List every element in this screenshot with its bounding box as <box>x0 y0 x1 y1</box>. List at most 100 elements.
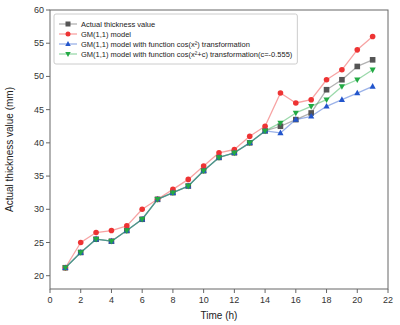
series-marker <box>247 141 253 147</box>
series-marker <box>154 197 160 203</box>
series <box>63 57 376 271</box>
series-marker <box>231 151 237 157</box>
x-tick <box>50 289 51 293</box>
y-tick <box>46 242 50 243</box>
legend-label: GM(1,1) model <box>81 30 131 39</box>
series-marker <box>185 184 191 190</box>
x-tick <box>142 289 143 293</box>
y-tick-label: 50 <box>34 71 44 81</box>
y-tick-label: 20 <box>34 271 44 281</box>
series-marker <box>247 133 253 139</box>
x-tick-label: 2 <box>78 295 83 305</box>
x-tick <box>172 289 173 293</box>
series-marker <box>354 90 360 96</box>
x-tick <box>111 289 112 293</box>
series-line <box>65 60 372 268</box>
series-marker <box>78 250 84 256</box>
series-marker <box>324 87 330 93</box>
series-marker <box>185 177 191 183</box>
legend-label: Actual thickness value <box>81 20 155 29</box>
legend-item: GM(1,1) model <box>59 30 131 39</box>
series-marker <box>278 90 284 96</box>
series-marker <box>354 78 360 84</box>
series <box>62 83 375 270</box>
series-marker <box>370 83 376 89</box>
y-tick <box>46 209 50 210</box>
x-tick-label: 22 <box>383 295 393 305</box>
x-tick-label: 8 <box>170 295 175 305</box>
x-tick-label: 4 <box>109 295 114 305</box>
series-marker <box>293 100 299 106</box>
series-marker <box>78 240 84 246</box>
series-marker <box>308 113 314 119</box>
series-marker <box>262 129 268 135</box>
x-tick-label: 18 <box>322 295 332 305</box>
series-marker <box>308 97 314 103</box>
y-tick-label: 45 <box>34 105 44 115</box>
x-tick <box>234 289 235 293</box>
series-marker <box>370 68 376 74</box>
series-marker <box>293 116 299 122</box>
series-line <box>65 86 372 267</box>
series-marker <box>339 96 345 102</box>
plot-area <box>62 34 375 271</box>
y-tick <box>46 43 50 44</box>
series-marker <box>370 57 376 63</box>
series-marker <box>293 111 299 117</box>
x-tick <box>295 289 296 293</box>
y-tick-label: 40 <box>34 138 44 148</box>
legend-item: GM(1,1) model with function cos(x²) tran… <box>59 40 250 49</box>
chart: 0246810121416182022202530354045505560Tim… <box>0 0 400 325</box>
series-marker <box>323 103 329 109</box>
series-marker <box>339 77 345 83</box>
x-tick-label: 16 <box>291 295 301 305</box>
series-marker <box>339 84 345 90</box>
y-axis-label: Actual thickness value (mm) <box>4 87 15 212</box>
y-tick-label: 60 <box>34 5 44 15</box>
x-tick <box>326 289 327 293</box>
legend-marker <box>65 52 71 57</box>
legend: Actual thickness valueGM(1,1) modelGM(1,… <box>54 14 297 64</box>
series <box>62 68 375 272</box>
series-marker <box>323 97 329 103</box>
series-marker <box>139 206 145 212</box>
series-marker <box>109 228 115 234</box>
x-axis-label: Time (h) <box>201 310 238 321</box>
series-marker <box>277 121 283 127</box>
series-marker <box>93 237 99 243</box>
series-marker <box>324 77 330 83</box>
x-tick <box>388 289 389 293</box>
series-marker <box>185 183 191 189</box>
y-tick <box>46 109 50 110</box>
series-line <box>65 70 372 268</box>
series <box>63 34 376 271</box>
y-tick <box>46 10 50 11</box>
series-marker <box>108 239 114 245</box>
legend-marker <box>66 32 71 37</box>
series-marker <box>170 190 176 196</box>
y-tick <box>46 76 50 77</box>
y-tick-label: 25 <box>34 238 44 248</box>
series-marker <box>63 265 69 271</box>
x-tick-label: 10 <box>199 295 209 305</box>
x-tick <box>357 289 358 293</box>
x-tick <box>203 289 204 293</box>
x-tick-label: 20 <box>352 295 362 305</box>
y-tick-label: 55 <box>34 38 44 48</box>
series-marker <box>170 190 176 196</box>
legend-marker <box>65 41 71 46</box>
x-tick <box>265 289 266 293</box>
x-tick-label: 12 <box>229 295 239 305</box>
legend-marker <box>66 22 71 27</box>
plot-frame <box>50 10 388 289</box>
legend-item: Actual thickness value <box>59 20 155 29</box>
x-tick <box>80 289 81 293</box>
series-marker <box>354 64 360 70</box>
y-tick <box>46 275 50 276</box>
legend-box <box>54 14 297 64</box>
series-marker <box>216 155 222 161</box>
y-tick-label: 35 <box>34 171 44 181</box>
series-marker <box>62 266 68 272</box>
series-marker <box>370 34 376 40</box>
series-marker <box>93 230 99 236</box>
